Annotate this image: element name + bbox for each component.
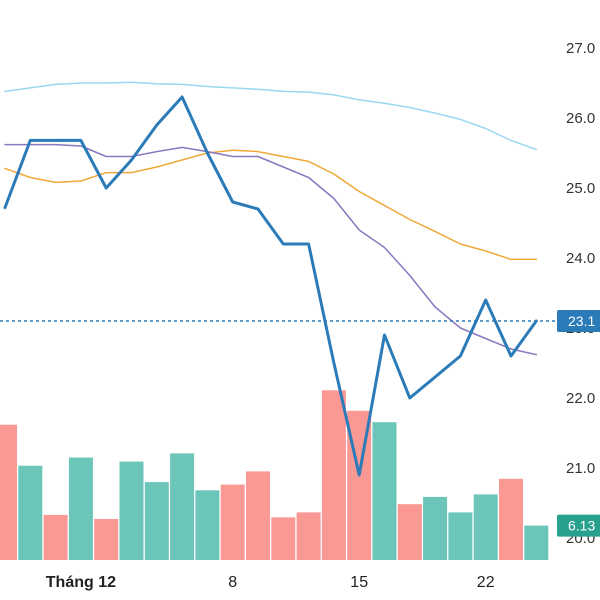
volume-bar bbox=[195, 490, 220, 560]
volume-bar bbox=[423, 496, 448, 560]
volume-bar bbox=[94, 519, 119, 560]
x-tick-label: 8 bbox=[228, 574, 237, 591]
chart-lines bbox=[3, 81, 538, 477]
y-axis-labels: 27.026.025.024.023.022.021.020.0 bbox=[566, 40, 595, 547]
moving-average-line bbox=[4, 81, 538, 151]
x-tick-label: 22 bbox=[477, 574, 495, 591]
volume-bar bbox=[321, 390, 346, 560]
volume-bar bbox=[144, 482, 169, 560]
y-tick-label: 21.0 bbox=[566, 460, 595, 477]
volume-bar bbox=[119, 461, 144, 560]
current-price-badge: 23.1 bbox=[557, 310, 600, 332]
y-tick-label: 25.0 bbox=[566, 180, 595, 197]
volume-bar bbox=[499, 478, 523, 560]
volume-bar bbox=[0, 424, 17, 560]
volume-label: 6.13 bbox=[568, 518, 595, 534]
volume-bar bbox=[68, 457, 93, 560]
current-price-label: 23.1 bbox=[568, 313, 595, 329]
y-tick-label: 26.0 bbox=[566, 110, 595, 127]
volume-bar bbox=[170, 453, 195, 560]
y-tick-label: 27.0 bbox=[566, 40, 595, 57]
volume-bar bbox=[524, 525, 549, 560]
volume-bar bbox=[220, 484, 245, 560]
volume-bar bbox=[397, 504, 422, 560]
volume-badge: 6.13 bbox=[557, 514, 600, 537]
current-price-badge-background bbox=[557, 310, 600, 332]
volume-bar bbox=[448, 512, 473, 560]
y-tick-label: 24.0 bbox=[566, 250, 595, 267]
volume-bar bbox=[372, 422, 397, 560]
moving-average-line bbox=[4, 143, 538, 356]
moving-average-line bbox=[4, 149, 538, 261]
x-tick-label: 15 bbox=[350, 574, 368, 591]
volume-bar bbox=[271, 517, 296, 560]
x-tick-label: Tháng 12 bbox=[46, 574, 116, 591]
volume-bar bbox=[246, 471, 270, 560]
volume-badge-background bbox=[557, 514, 600, 537]
volume-bars bbox=[0, 390, 549, 560]
volume-bar bbox=[43, 514, 68, 560]
volume-bar bbox=[473, 494, 498, 560]
price-line bbox=[3, 95, 538, 477]
x-axis-labels: Tháng 12 8 15 22 bbox=[46, 574, 495, 591]
volume-bar bbox=[296, 512, 321, 560]
y-tick-label: 22.0 bbox=[566, 390, 595, 407]
volume-bar bbox=[18, 465, 43, 560]
